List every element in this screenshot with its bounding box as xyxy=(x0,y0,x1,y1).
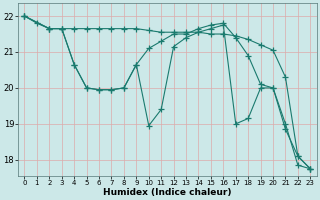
X-axis label: Humidex (Indice chaleur): Humidex (Indice chaleur) xyxy=(103,188,232,197)
